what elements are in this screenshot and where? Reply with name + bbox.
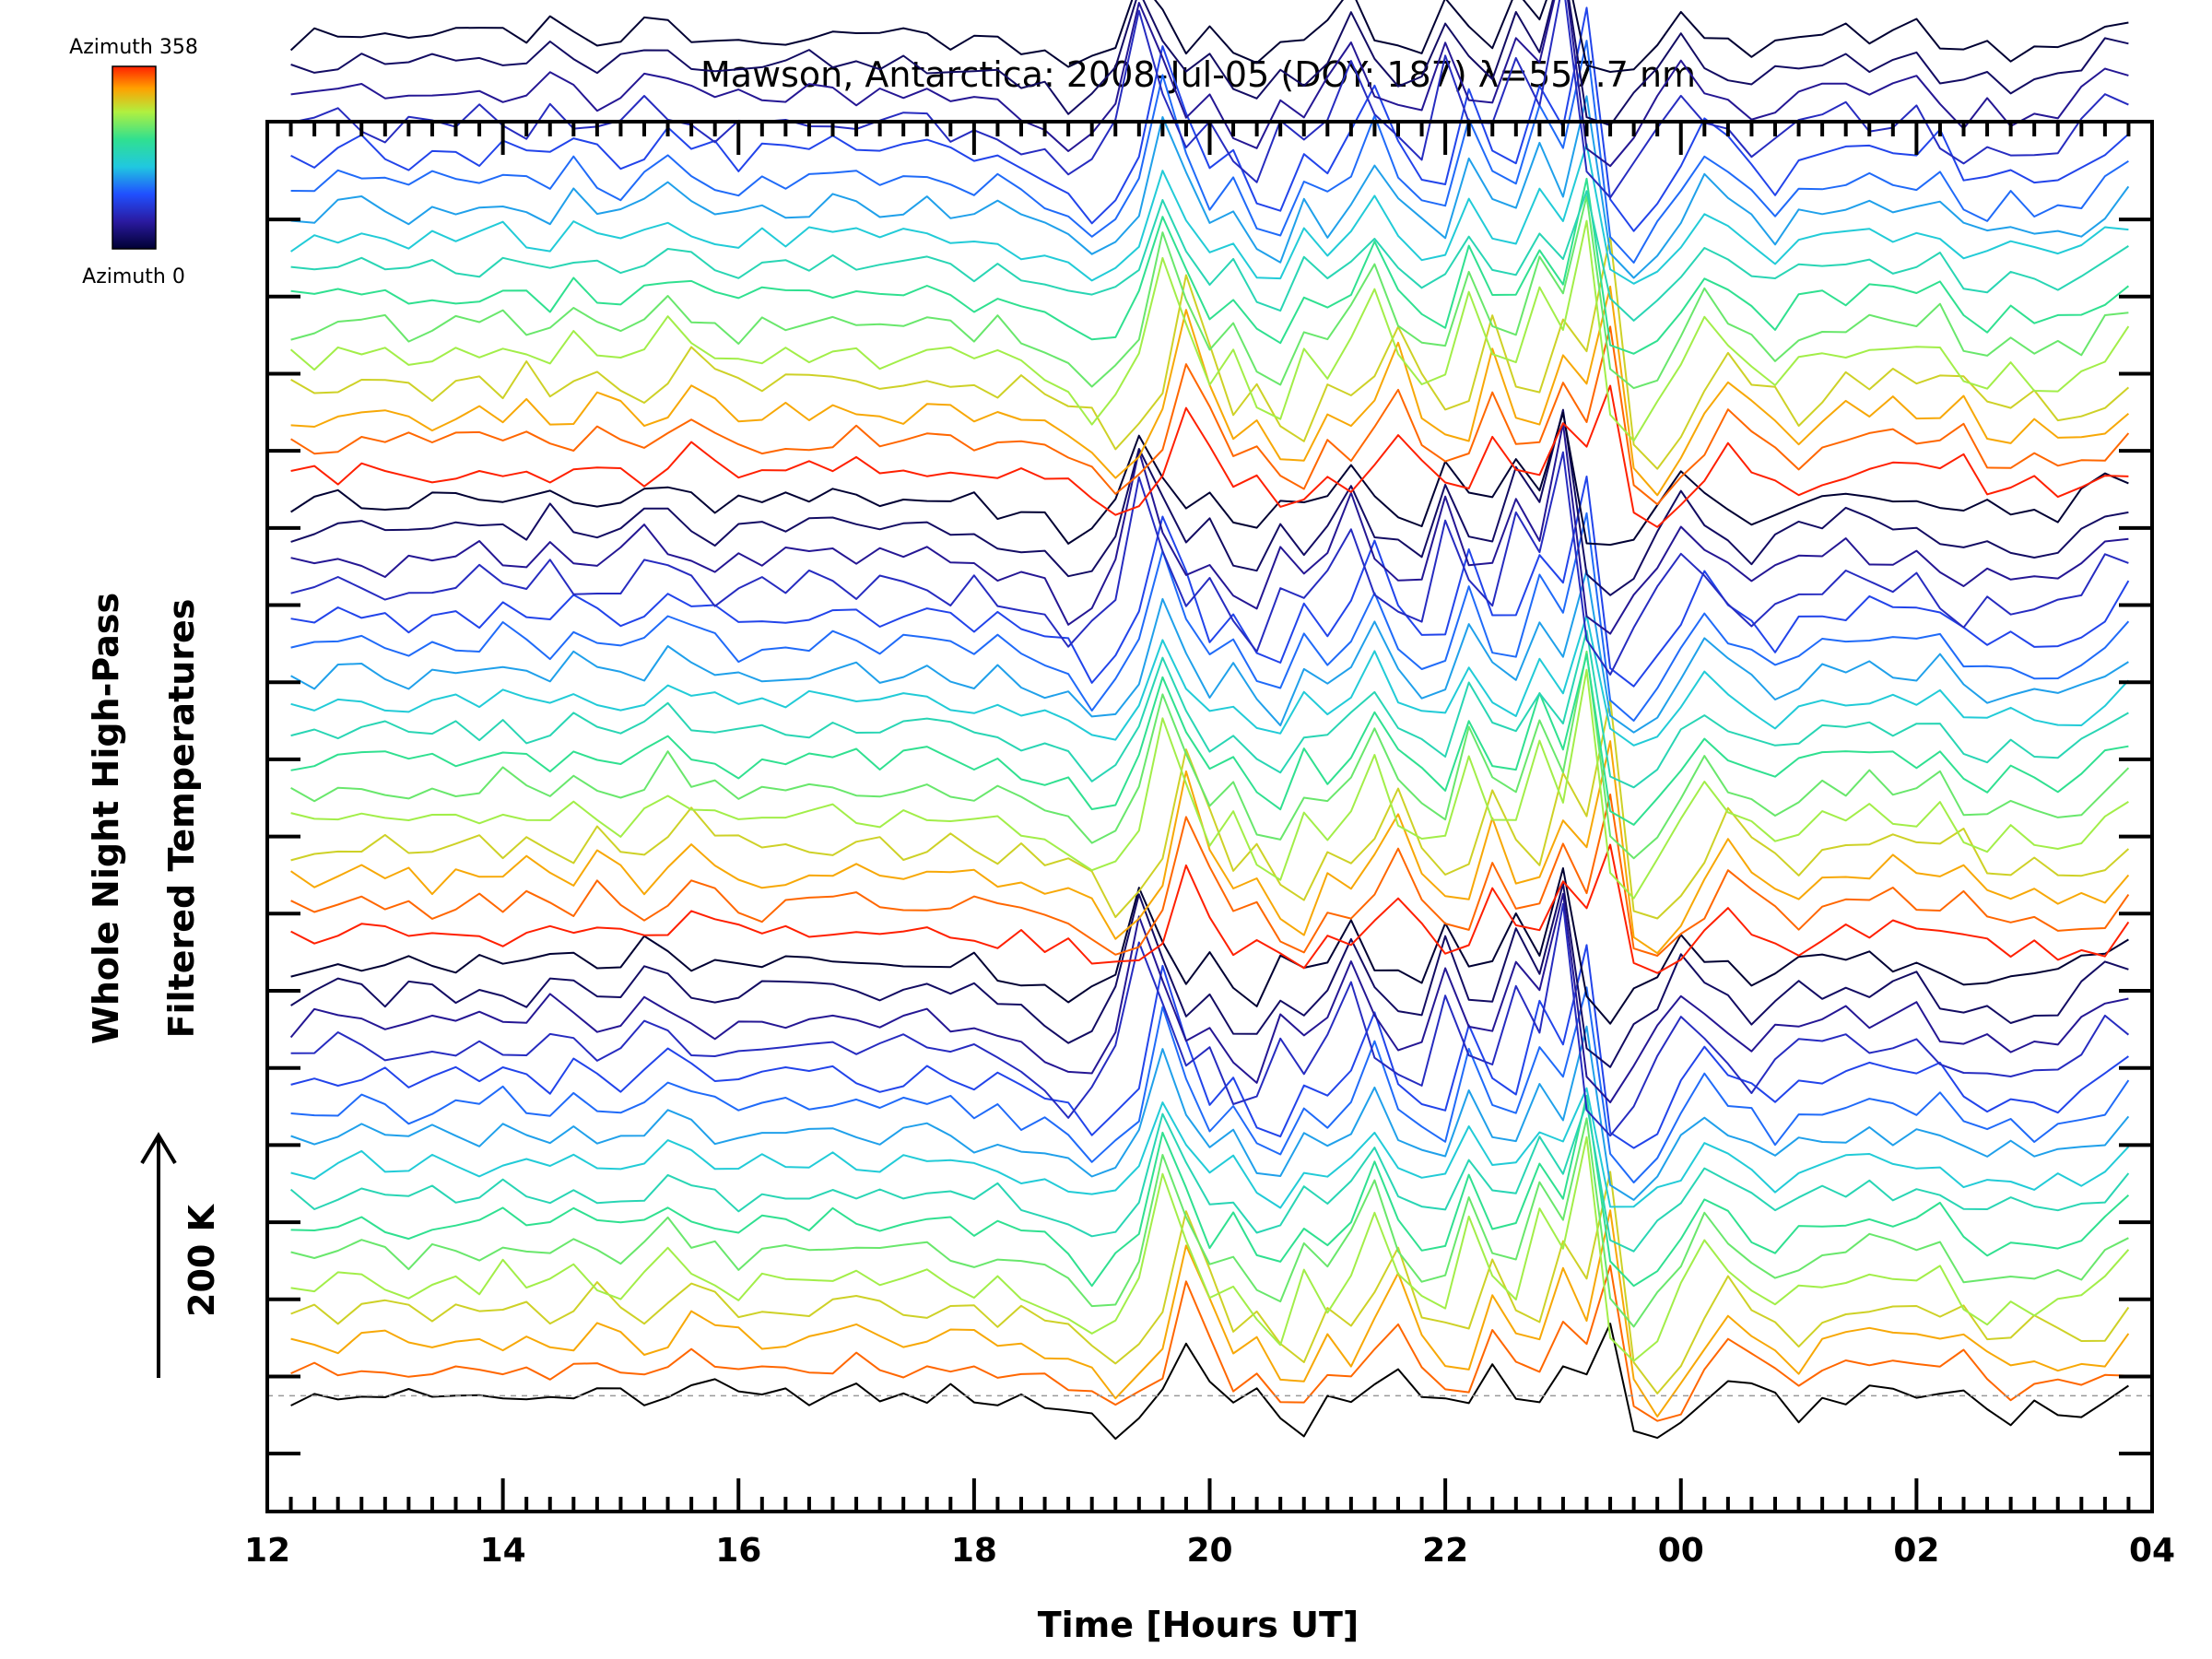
series-line-42 [290, 40, 2129, 264]
scale-arrow-head [140, 1132, 177, 1165]
x-tick-label: 14 [480, 1532, 526, 1570]
series-line-1 [290, 1265, 2129, 1422]
series-line-7 [289, 1101, 2130, 1253]
y-axis-label-line2: Filtered Temperatures [161, 599, 202, 1039]
series-line-27 [290, 476, 2130, 688]
colorbar-gradient [112, 65, 157, 250]
plot-frame [265, 120, 2154, 1513]
series-line-3 [290, 1171, 2130, 1394]
scale-indicator: 200 K [140, 1132, 222, 1378]
series-group [289, 0, 2130, 1441]
series-line-16 [290, 843, 2130, 974]
series-line-17 [290, 794, 2130, 957]
series-line-31 [290, 411, 2129, 547]
series-line-12 [290, 902, 2130, 1137]
series-line-18 [290, 740, 2130, 955]
series-line-39 [290, 190, 2129, 322]
series-line-46 [290, 0, 2129, 126]
series-line-22 [290, 653, 2129, 826]
series-line-25 [290, 569, 2129, 734]
series-line-29 [290, 422, 2129, 635]
axis-ticks [265, 122, 2154, 1512]
series-line-21 [290, 650, 2130, 860]
scale-label: 200 K [182, 1203, 222, 1317]
series-line-41 [290, 95, 2130, 279]
series-line-33 [290, 325, 2130, 506]
series-line-45 [290, 0, 2129, 168]
x-tick-label: 12 [244, 1532, 290, 1570]
series-line-4 [290, 1135, 2130, 1362]
x-tick-label: 16 [715, 1532, 761, 1570]
series-line-47 [289, 0, 2129, 73]
chart-title: Mawson, Antarctica: 2008-Jul-05 (DOY: 18… [700, 54, 1696, 95]
series-line-9 [290, 1025, 2130, 1201]
series-line-13 [289, 892, 2129, 1104]
x-tick-labels: 12 14 16 18 20 22 00 02 04 [244, 1532, 2175, 1570]
x-tick-label: 00 [1658, 1532, 1704, 1570]
x-tick-label: 02 [1893, 1532, 1939, 1570]
colorbar: Azimuth 358 Azimuth 0 [69, 36, 198, 288]
x-tick-label: 04 [2129, 1532, 2175, 1570]
series-line-24 [290, 614, 2130, 747]
series-line-14 [290, 882, 2129, 1068]
series-line-23 [290, 629, 2129, 789]
x-axis-label: Time [Hours UT] [1038, 1605, 1359, 1645]
series-line-10 [290, 986, 2130, 1183]
series-line-20 [290, 668, 2129, 900]
series-line-26 [290, 512, 2130, 722]
series-line-0 [290, 1323, 2129, 1441]
y-axis-label: Whole Night High-Pass Filtered Temperatu… [86, 593, 202, 1044]
x-tick-label: 20 [1186, 1532, 1232, 1570]
x-tick-label: 22 [1422, 1532, 1468, 1570]
y-axis-label-line1: Whole Night High-Pass [86, 593, 126, 1044]
series-line-43 [290, 6, 2130, 232]
series-line-38 [290, 177, 2130, 355]
colorbar-top-label: Azimuth 358 [69, 36, 198, 59]
series-line-5 [290, 1117, 2129, 1328]
series-line-32 [290, 384, 2129, 528]
series-line-19 [290, 699, 2130, 920]
series-line-6 [290, 1094, 2130, 1288]
series-line-40 [290, 143, 2129, 285]
series-line-28 [290, 451, 2129, 676]
series-line-11 [290, 944, 2129, 1149]
series-line-35 [290, 235, 2130, 470]
series-line-37 [290, 194, 2129, 390]
series-line-36 [289, 219, 2130, 442]
series-line-8 [290, 1087, 2130, 1209]
series-line-15 [290, 867, 2129, 1025]
series-line-30 [290, 408, 2129, 596]
x-tick-label: 18 [951, 1532, 997, 1570]
colorbar-bottom-label: Azimuth 0 [82, 265, 185, 288]
